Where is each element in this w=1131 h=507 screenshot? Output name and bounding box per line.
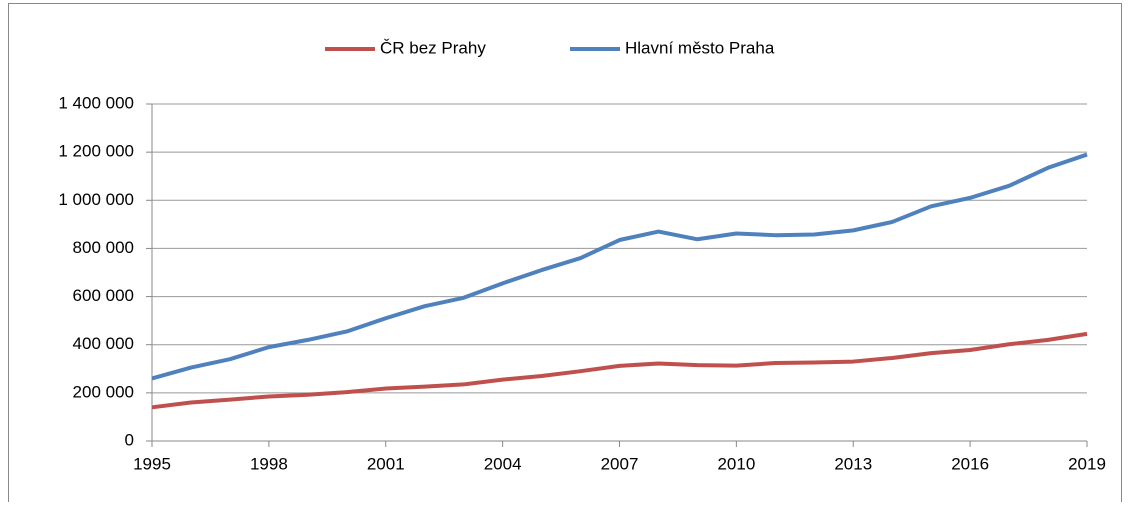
x-tick-label: 2001 — [367, 454, 405, 473]
y-tick-label: 400 000 — [73, 334, 134, 353]
y-tick-label: 800 000 — [73, 238, 134, 257]
x-tick-label: 2010 — [717, 454, 755, 473]
y-tick-label: 0 — [125, 430, 134, 449]
x-tick-label: 2007 — [601, 454, 639, 473]
x-tick-label: 1995 — [133, 454, 171, 473]
x-tick-label: 2019 — [1068, 454, 1106, 473]
y-tick-label: 200 000 — [73, 382, 134, 401]
chart-frame — [8, 3, 1122, 507]
x-tick-label: 2016 — [951, 454, 989, 473]
x-tick-label: 1998 — [250, 454, 288, 473]
y-tick-label: 1 200 000 — [58, 142, 134, 161]
x-tick-label: 2004 — [484, 454, 522, 473]
y-tick-label: 1 400 000 — [58, 93, 134, 112]
legend-label: ČR bez Prahy — [380, 38, 486, 57]
y-tick-label: 1 000 000 — [58, 190, 134, 209]
y-tick-label: 600 000 — [73, 286, 134, 305]
series-line — [151, 152, 1088, 381]
series-line — [151, 331, 1088, 410]
legend-label: Hlavní město Praha — [625, 38, 775, 57]
x-tick-label: 2013 — [834, 454, 872, 473]
